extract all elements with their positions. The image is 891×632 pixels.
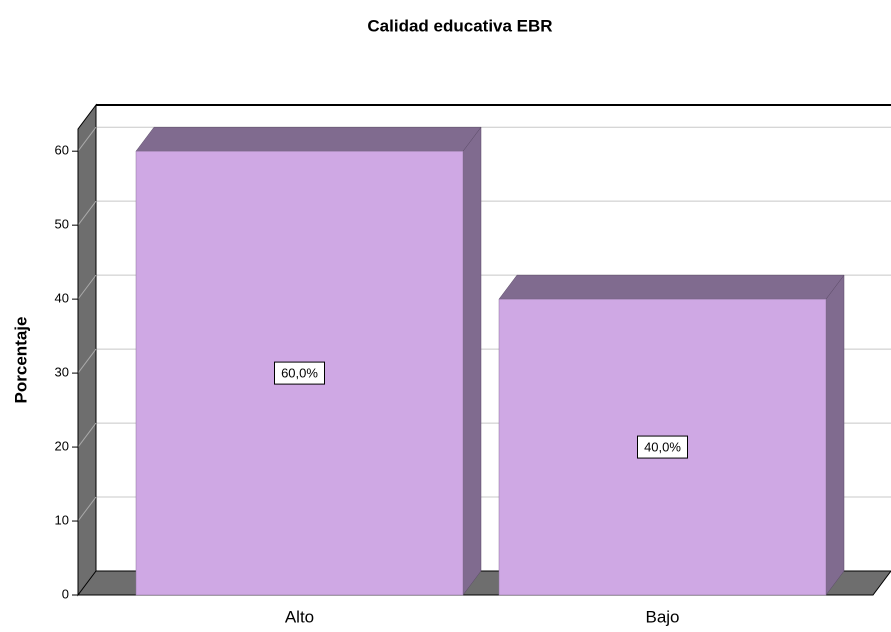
bar-side [825, 274, 845, 596]
y-tick-label: 50 [55, 217, 69, 232]
value-label-box [274, 361, 325, 385]
y-tick-label: 20 [55, 439, 69, 454]
wall-grid-line [77, 348, 97, 374]
chart-title: Calidad educativa EBR [367, 16, 552, 35]
x-tick-label: Alto [285, 607, 314, 626]
wall-grid-line [77, 422, 97, 448]
y-tick-label: 10 [55, 512, 69, 527]
bar-top [135, 126, 482, 152]
y-tick-label: 60 [55, 143, 69, 158]
y-tick-label: 40 [55, 291, 69, 306]
value-label: 60,0% [281, 366, 318, 381]
y-axis-title: Porcentaje [11, 317, 30, 404]
x-tick-label: Bajo [645, 607, 679, 626]
left-wall [77, 103, 97, 597]
y-tick-label: 0 [62, 586, 69, 601]
wall-grid-line [77, 200, 97, 226]
value-label: 40,0% [644, 440, 681, 455]
wall-grid-line [77, 496, 97, 522]
y-tick-label: 30 [55, 365, 69, 380]
wall-grid-line [77, 274, 97, 300]
wall-grid-line [77, 126, 97, 152]
value-label-box [637, 435, 688, 459]
bar-side [462, 126, 482, 596]
bar-top [498, 274, 845, 300]
